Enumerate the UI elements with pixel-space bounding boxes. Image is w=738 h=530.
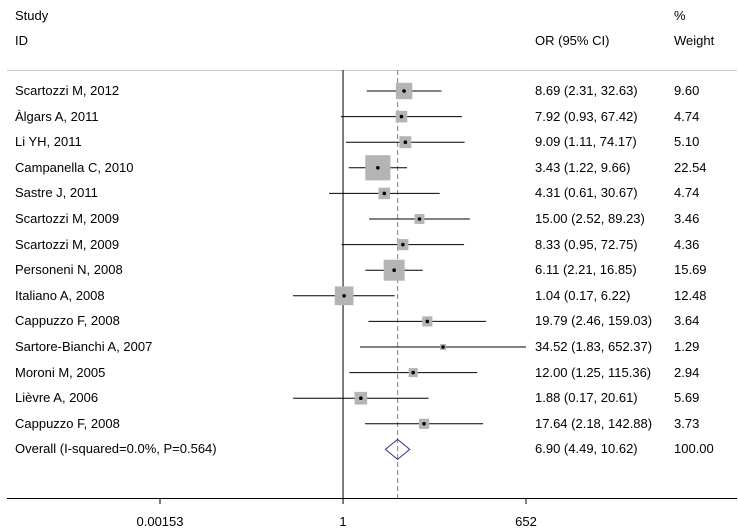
study-or-ci: 1.04 (0.17, 6.22) <box>535 287 631 303</box>
study-weight: 3.64 <box>674 313 700 329</box>
study-weight: 4.36 <box>674 236 700 252</box>
overall-or-ci: 6.90 (4.49, 10.62) <box>535 441 638 457</box>
study-weight: 4.74 <box>674 108 700 124</box>
study-weight: 9.60 <box>674 83 700 98</box>
point-estimate <box>376 166 380 170</box>
study-weight: 3.73 <box>674 415 700 431</box>
study-label: Campanella C, 2010 <box>15 159 134 175</box>
study-weight: 5.69 <box>674 390 700 406</box>
study-or-ci: 19.79 (2.46, 159.03) <box>535 313 653 329</box>
point-estimate <box>359 396 363 401</box>
x-tick-label: 0.00153 <box>136 514 184 529</box>
overall-diamond <box>384 438 411 461</box>
study-or-ci: 9.09 (1.11, 74.17) <box>535 134 637 150</box>
study-label: Scartozzi M, 2009 <box>15 236 120 252</box>
point-estimate <box>402 89 406 93</box>
header-id: ID <box>15 33 28 48</box>
study-or-ci: 3.43 (1.22, 9.66) <box>535 159 631 175</box>
study-or-ci: 8.33 (0.95, 72.75) <box>535 236 638 252</box>
header-study: Study <box>15 8 49 23</box>
header-percent: % <box>674 8 686 23</box>
study-label: Sastre J, 2011 <box>15 185 98 201</box>
study-or-ci: 34.52 (1.83, 652.37) <box>535 339 653 354</box>
study-weight: 12.48 <box>674 287 707 303</box>
point-estimate <box>382 191 387 196</box>
point-estimate <box>342 294 346 298</box>
x-tick-label: 652 <box>515 514 537 529</box>
header-weight: Weight <box>674 33 715 48</box>
study-or-ci: 6.11 (2.21, 16.85) <box>535 262 637 278</box>
study-or-ci: 12.00 (1.25, 115.36) <box>535 364 652 380</box>
study-label: Li YH, 2011 <box>15 134 82 150</box>
study-weight: 15.69 <box>674 262 707 278</box>
study-label: Scartozzi M, 2012 <box>15 83 120 98</box>
study-label: Lièvre A, 2006 <box>15 390 99 406</box>
point-estimate <box>403 140 408 144</box>
study-or-ci: 8.69 (2.31, 32.63) <box>535 83 638 98</box>
study-label: Personeni N, 2008 <box>15 262 123 278</box>
overall-weight: 100.00 <box>674 441 714 457</box>
study-weight: 5.10 <box>674 134 700 150</box>
study-label: Cappuzzo F, 2008 <box>15 415 120 431</box>
point-estimate <box>411 370 415 375</box>
point-estimate <box>441 345 445 349</box>
point-estimate <box>392 268 396 273</box>
study-weight: 4.74 <box>674 185 700 201</box>
study-or-ci: 15.00 (2.52, 89.23) <box>535 211 645 226</box>
overall-label: Overall (I-squared=0.0%, P=0.564) <box>15 441 217 457</box>
study-label: Àlgars A, 2011 <box>15 108 99 124</box>
point-estimate <box>399 114 404 119</box>
study-weight: 1.29 <box>674 339 700 354</box>
point-estimate <box>422 422 426 426</box>
study-label: Scartozzi M, 2009 <box>15 211 120 226</box>
study-weight: 22.54 <box>674 159 707 175</box>
study-weight: 3.46 <box>674 211 700 226</box>
study-label: Italiano A, 2008 <box>15 287 105 303</box>
x-tick-label: 1 <box>339 514 347 529</box>
header-or-ci: OR (95% CI) <box>535 33 610 48</box>
study-label: Moroni M, 2005 <box>15 364 106 380</box>
study-weight: 2.94 <box>674 364 700 380</box>
study-or-ci: 7.92 (0.93, 67.42) <box>535 108 638 124</box>
study-or-ci: 4.31 (0.61, 30.67) <box>535 185 638 201</box>
study-or-ci: 17.64 (2.18, 142.88) <box>535 415 653 431</box>
study-or-ci: 1.88 (0.17, 20.61) <box>535 390 638 406</box>
point-estimate <box>401 242 405 247</box>
study-label: Cappuzzo F, 2008 <box>15 313 120 329</box>
point-estimate <box>417 217 422 221</box>
study-label: Sartore-Bianchi A, 2007 <box>15 339 153 354</box>
point-estimate <box>425 319 430 324</box>
